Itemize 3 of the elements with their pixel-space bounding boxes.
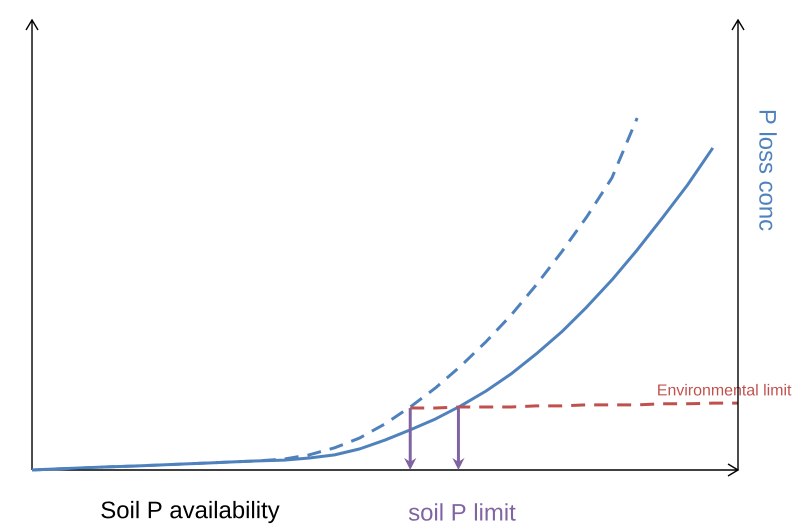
x-axis-title: Soil P availability <box>101 500 280 523</box>
y-axis-title: P loss conc <box>759 110 777 230</box>
text: soil P limit <box>408 502 516 521</box>
